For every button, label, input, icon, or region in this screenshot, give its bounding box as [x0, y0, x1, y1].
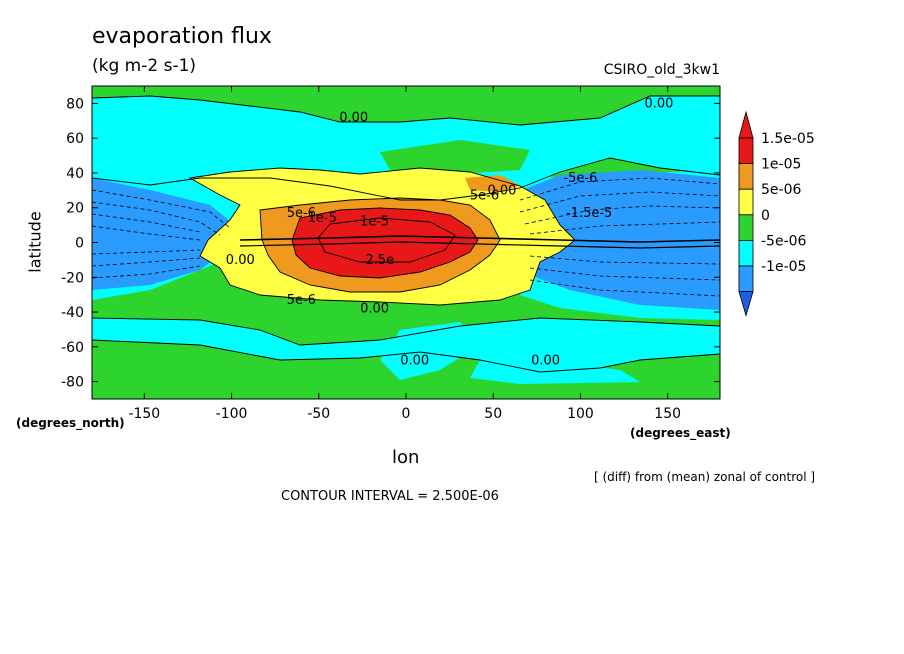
y-tick-label: -40 — [61, 305, 84, 321]
plot-area — [92, 86, 720, 399]
contour-label: 2.5e — [365, 253, 394, 268]
contour-label: 0.00 — [644, 96, 673, 111]
y-axis: 80 60 40 20 0 -20 -40 -60 -80 — [61, 96, 720, 391]
x-tick-label: -150 — [128, 406, 160, 422]
region-strong-negative-east — [505, 170, 720, 310]
legend: 1.5e-05 1e-05 5e-06 0 -5e-06 -1e-05 — [738, 110, 815, 318]
y-tick-label: -20 — [61, 270, 84, 286]
model-label: CSIRO_old_3kw1 — [603, 62, 720, 78]
contour-label: 0.00 — [531, 354, 560, 369]
region-strong-negative-west — [92, 178, 235, 290]
contour-label: 5e-6 — [470, 189, 499, 204]
y-axis-units: (degrees_north) — [16, 416, 125, 430]
diff-note: [ (diff) from (mean) zonal of control ] — [594, 470, 816, 484]
contour-label: 5e-6 — [287, 206, 316, 221]
region-positive-orange-north — [465, 175, 520, 192]
legend-swatch — [738, 163, 754, 190]
y-tick-label: -80 — [61, 375, 84, 391]
contour-label: 0.00 — [400, 354, 429, 369]
contour-label: 0.00 — [339, 110, 368, 125]
contour-label: -5e-6 — [563, 171, 597, 186]
x-axis: -150 -100 -50 0 50 100 150 — [128, 86, 681, 422]
x-tick-label: 100 — [567, 406, 594, 422]
legend-swatch — [738, 239, 754, 267]
x-tick-label: -100 — [216, 406, 248, 422]
x-tick-label: 0 — [402, 406, 411, 422]
chart-subtitle: (kg m-2 s-1) — [92, 56, 197, 76]
contour-label: 0.00 — [360, 302, 389, 317]
contour-label: 0.00 — [487, 183, 516, 198]
legend-label: 1e-05 — [761, 157, 801, 173]
legend-label: -5e-06 — [761, 233, 807, 249]
x-tick-label: 150 — [654, 406, 681, 422]
x-axis-label: lon — [392, 447, 420, 468]
legend-label: 5e-06 — [761, 182, 801, 198]
x-axis-units: (degrees_east) — [630, 426, 731, 440]
legend-label: 1.5e-05 — [761, 131, 815, 147]
region-negative-antarctic-east — [470, 360, 640, 384]
x-tick-label: 50 — [484, 406, 502, 422]
contour-label: 1e-5 — [308, 211, 337, 226]
y-tick-label: 80 — [66, 96, 84, 112]
y-tick-label: 0 — [75, 236, 84, 252]
y-tick-label: 20 — [66, 201, 84, 217]
y-tick-label: 40 — [66, 166, 84, 182]
contour-label: 0.00 — [226, 253, 255, 268]
negative-contour-lines — [92, 177, 720, 297]
contour-interval: CONTOUR INTERVAL = 2.500E-06 — [281, 489, 499, 504]
legend-arrow-top — [738, 110, 754, 139]
legend-swatch — [738, 188, 754, 216]
legend-arrow-bottom — [738, 291, 754, 318]
y-tick-label: 60 — [66, 131, 84, 147]
region-neutral-arctic — [92, 86, 720, 125]
x-tick-label: -50 — [307, 406, 330, 422]
legend-label: 0 — [761, 208, 770, 224]
contour-label: 5e-6 — [287, 293, 316, 308]
legend-swatch — [738, 214, 754, 241]
region-negative-antarctic — [380, 322, 480, 380]
contour-lines — [92, 95, 720, 373]
legend-swatch — [738, 265, 754, 293]
y-tick-label: -60 — [61, 340, 84, 356]
legend-swatch — [738, 137, 754, 165]
contour-label: 1e-5 — [360, 215, 389, 230]
chart-title: evaporation flux — [92, 24, 272, 49]
region-neutral-north-band — [380, 140, 530, 175]
legend-label: -1e-05 — [761, 259, 806, 275]
contour-label: -1.5e-5 — [566, 206, 612, 221]
